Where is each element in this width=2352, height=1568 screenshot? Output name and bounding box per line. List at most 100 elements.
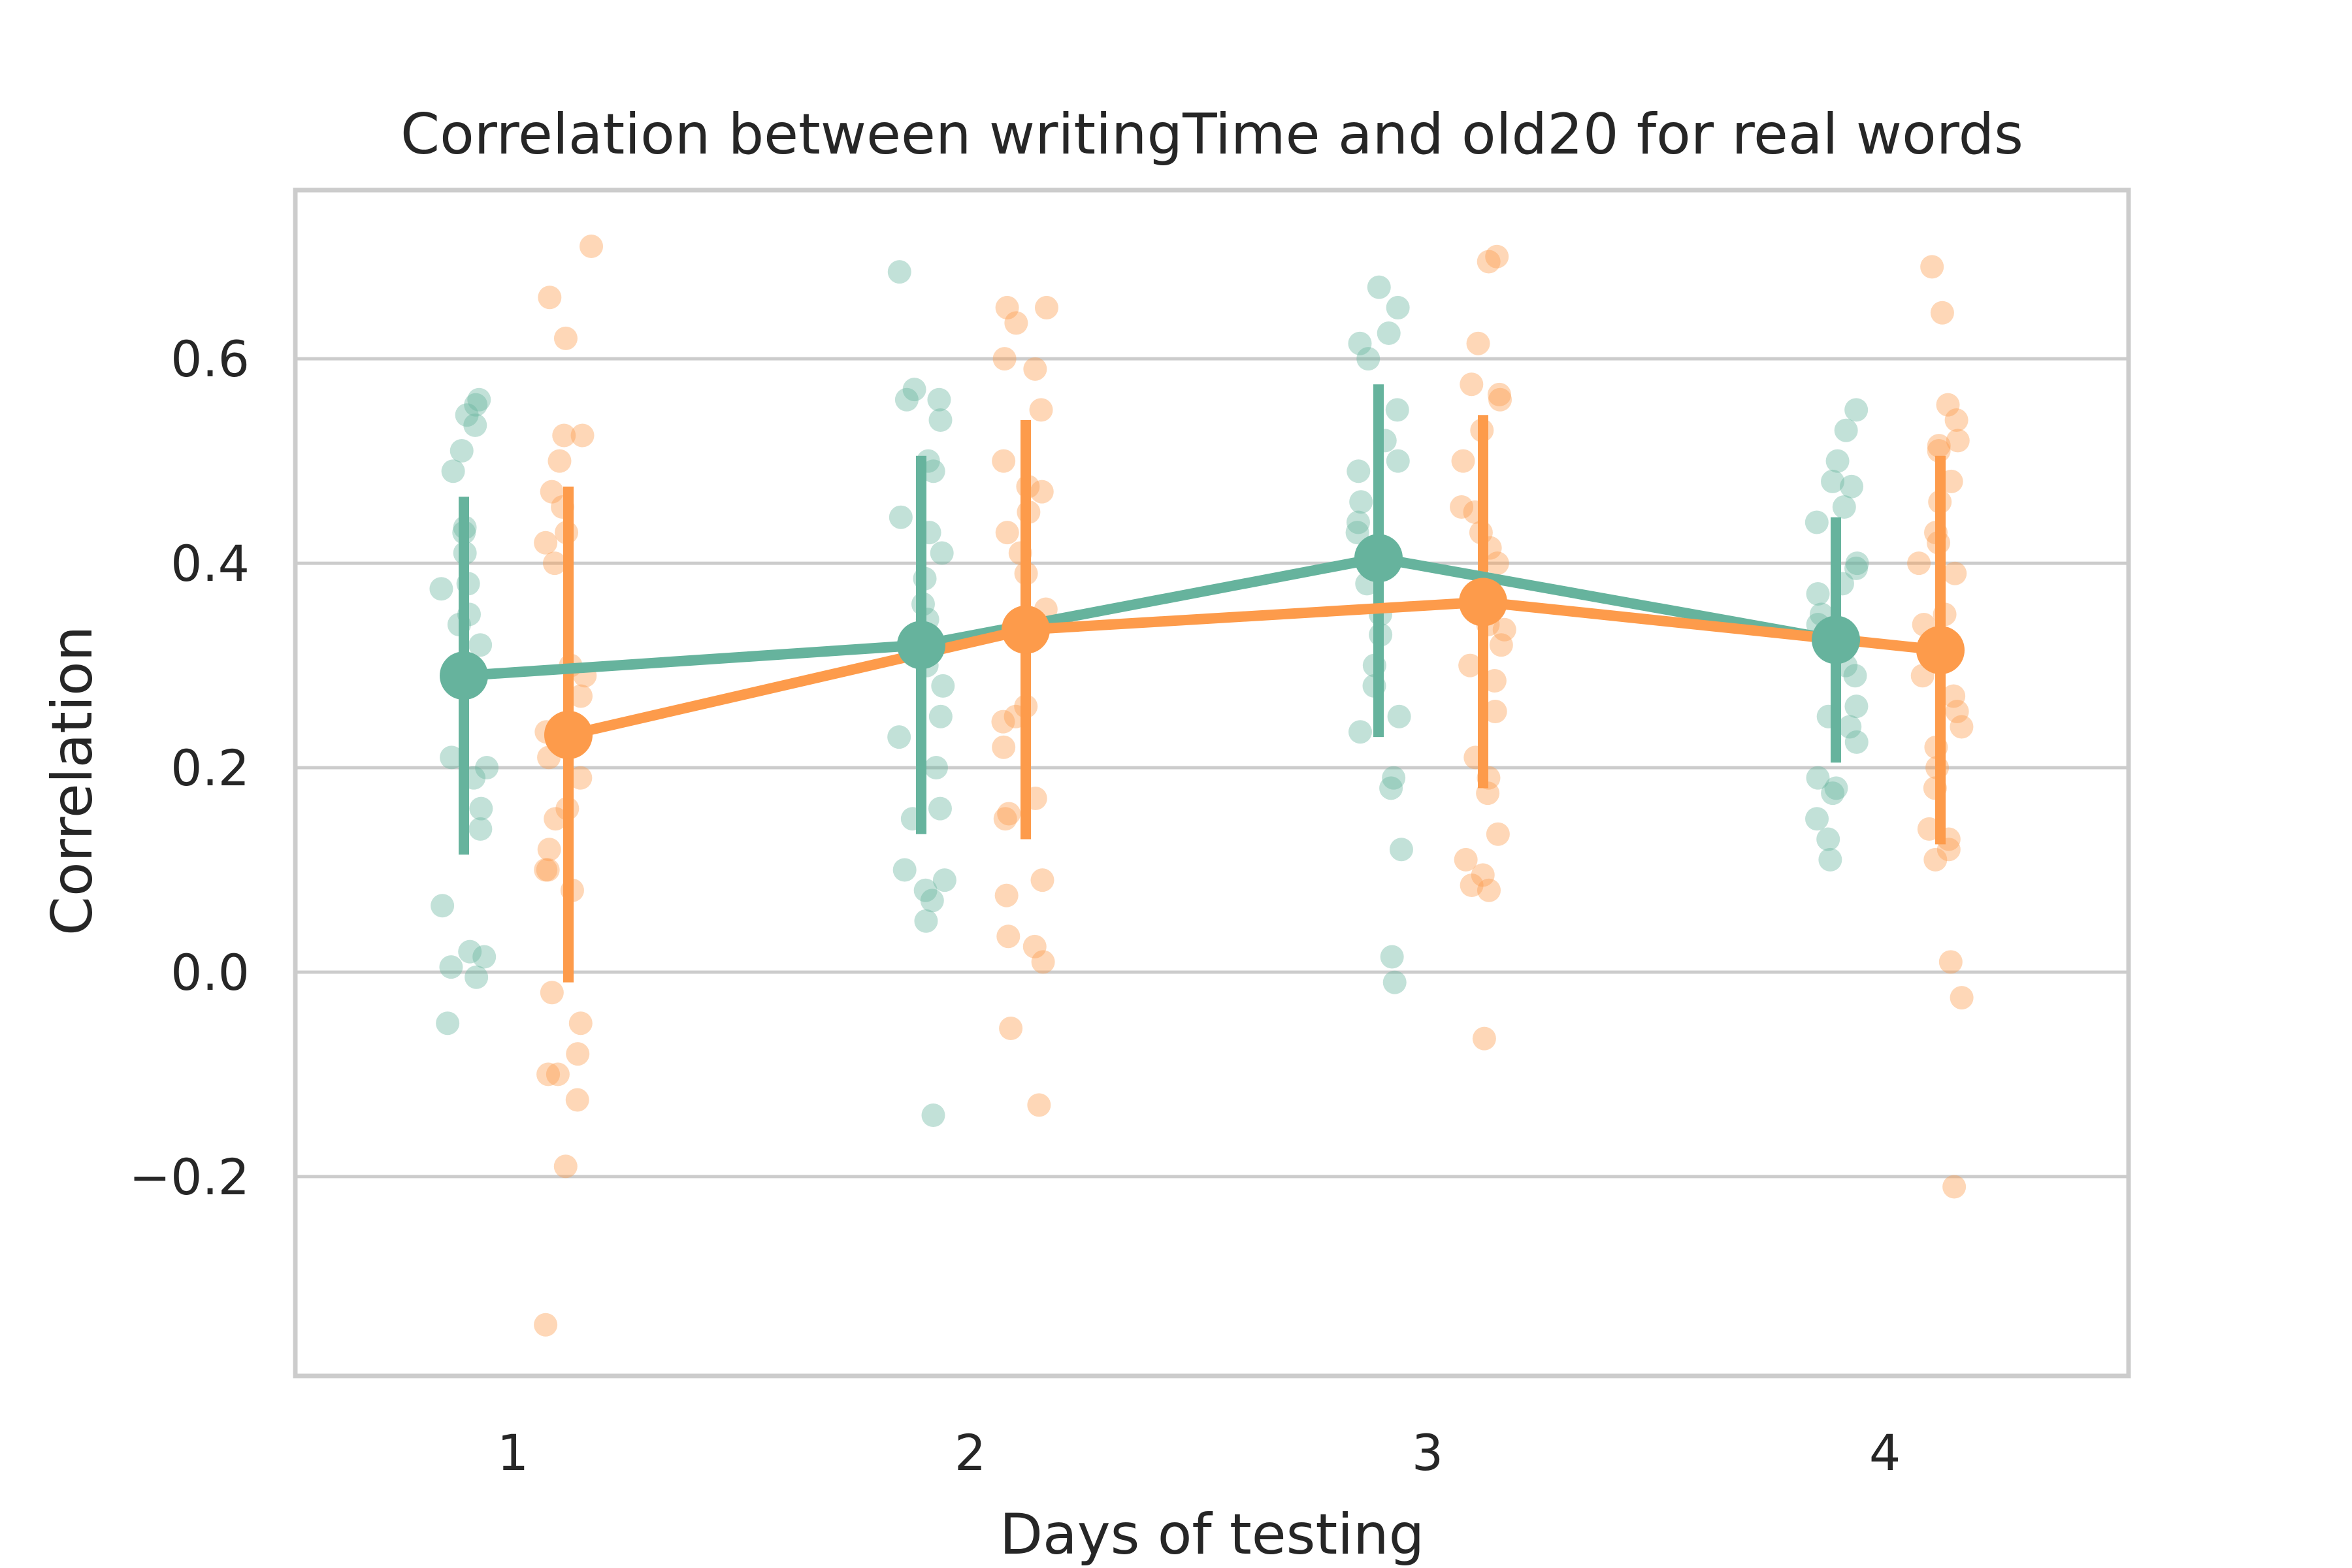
data-point bbox=[537, 838, 561, 862]
data-point bbox=[1844, 398, 1869, 422]
data-point bbox=[1031, 950, 1055, 974]
data-point bbox=[889, 505, 913, 529]
x-tick-label: 4 bbox=[1869, 1424, 1901, 1482]
data-point bbox=[997, 802, 1021, 826]
data-point bbox=[465, 965, 489, 989]
data-point bbox=[994, 883, 1019, 907]
y-tick-label: −0.2 bbox=[129, 1148, 250, 1206]
data-point bbox=[1367, 275, 1391, 299]
data-point bbox=[467, 387, 491, 412]
data-point bbox=[1942, 684, 1966, 708]
mean-markers bbox=[440, 534, 1965, 759]
mean-line bbox=[567, 596, 1941, 740]
data-point bbox=[1348, 331, 1372, 355]
data-point bbox=[927, 387, 951, 412]
x-axis-label: Days of testing bbox=[1000, 1502, 1424, 1567]
data-point bbox=[468, 633, 493, 657]
data-point bbox=[887, 725, 911, 749]
data-point bbox=[1386, 449, 1410, 473]
data-point bbox=[1843, 664, 1867, 688]
data-point bbox=[580, 235, 604, 259]
data-point bbox=[566, 1042, 590, 1066]
data-point bbox=[1458, 653, 1482, 678]
data-point bbox=[1950, 715, 1974, 739]
data-point bbox=[928, 704, 953, 728]
data-point bbox=[1943, 561, 1967, 585]
data-point bbox=[1930, 301, 1954, 325]
data-point bbox=[536, 1062, 561, 1086]
mean-marker bbox=[440, 651, 488, 700]
x-tick-label: 1 bbox=[497, 1424, 529, 1482]
data-point bbox=[1844, 556, 1869, 580]
data-point bbox=[1944, 408, 1968, 433]
data-point bbox=[1385, 398, 1409, 422]
data-point bbox=[1845, 551, 1869, 576]
data-point bbox=[463, 413, 487, 437]
data-point bbox=[1923, 847, 1948, 872]
data-point bbox=[552, 423, 576, 448]
mean-marker bbox=[1354, 534, 1403, 583]
data-point bbox=[468, 817, 493, 841]
data-point bbox=[568, 766, 593, 790]
data-point bbox=[1387, 704, 1411, 728]
data-point bbox=[1816, 827, 1840, 851]
data-point bbox=[455, 403, 479, 427]
plot-frame bbox=[293, 188, 2131, 1379]
y-tick-label: 0.0 bbox=[171, 943, 250, 1002]
data-point bbox=[1450, 495, 1474, 519]
data-point bbox=[1377, 321, 1401, 346]
data-point bbox=[439, 955, 463, 979]
data-point bbox=[1382, 766, 1406, 790]
data-point bbox=[1477, 250, 1501, 274]
data-point bbox=[1907, 551, 1931, 576]
mean-marker bbox=[1812, 615, 1860, 664]
data-point bbox=[1482, 669, 1507, 693]
data-point bbox=[1472, 1026, 1496, 1051]
data-point bbox=[1489, 633, 1513, 657]
data-point bbox=[464, 393, 488, 417]
data-point bbox=[1382, 970, 1407, 994]
data-point bbox=[1348, 720, 1373, 744]
data-point bbox=[894, 387, 919, 412]
data-point bbox=[992, 735, 1016, 759]
data-point bbox=[1023, 357, 1047, 381]
data-point bbox=[992, 449, 1016, 473]
data-point bbox=[932, 868, 956, 892]
data-point bbox=[1938, 950, 1963, 974]
data-point bbox=[441, 459, 465, 483]
data-point bbox=[1356, 347, 1380, 371]
data-point bbox=[440, 745, 464, 770]
data-point bbox=[913, 878, 938, 902]
data-point bbox=[991, 710, 1015, 734]
data-point bbox=[1030, 868, 1054, 892]
data-point bbox=[1844, 694, 1869, 719]
data-point bbox=[1471, 863, 1495, 887]
data-point bbox=[1936, 393, 1960, 417]
data-point bbox=[1466, 331, 1490, 355]
data-point bbox=[547, 449, 572, 473]
y-axis-label: Correlation bbox=[40, 626, 105, 936]
data-point bbox=[431, 894, 455, 918]
data-point bbox=[1345, 521, 1369, 545]
data-point bbox=[534, 858, 558, 882]
data-point bbox=[1806, 766, 1830, 790]
data-point bbox=[1004, 311, 1028, 335]
data-point bbox=[924, 756, 948, 780]
data-point bbox=[1818, 847, 1842, 872]
data-point bbox=[542, 551, 566, 576]
y-tick-labels: −0.2 0.0 0.2 0.4 0.6 bbox=[129, 330, 250, 1206]
data-point bbox=[1945, 699, 1969, 723]
data-point bbox=[472, 945, 497, 969]
data-point bbox=[570, 423, 595, 448]
mean-marker bbox=[897, 621, 945, 670]
mean-line bbox=[463, 553, 1837, 681]
data-point bbox=[1460, 873, 1484, 897]
chart-title: Correlation between writingTime and old2… bbox=[400, 102, 2023, 167]
data-point bbox=[1486, 822, 1510, 846]
data-point bbox=[1454, 847, 1478, 872]
data-point bbox=[534, 1313, 558, 1337]
data-point bbox=[1821, 469, 1845, 493]
data-point bbox=[1022, 934, 1047, 958]
mean-lines bbox=[463, 553, 1941, 740]
